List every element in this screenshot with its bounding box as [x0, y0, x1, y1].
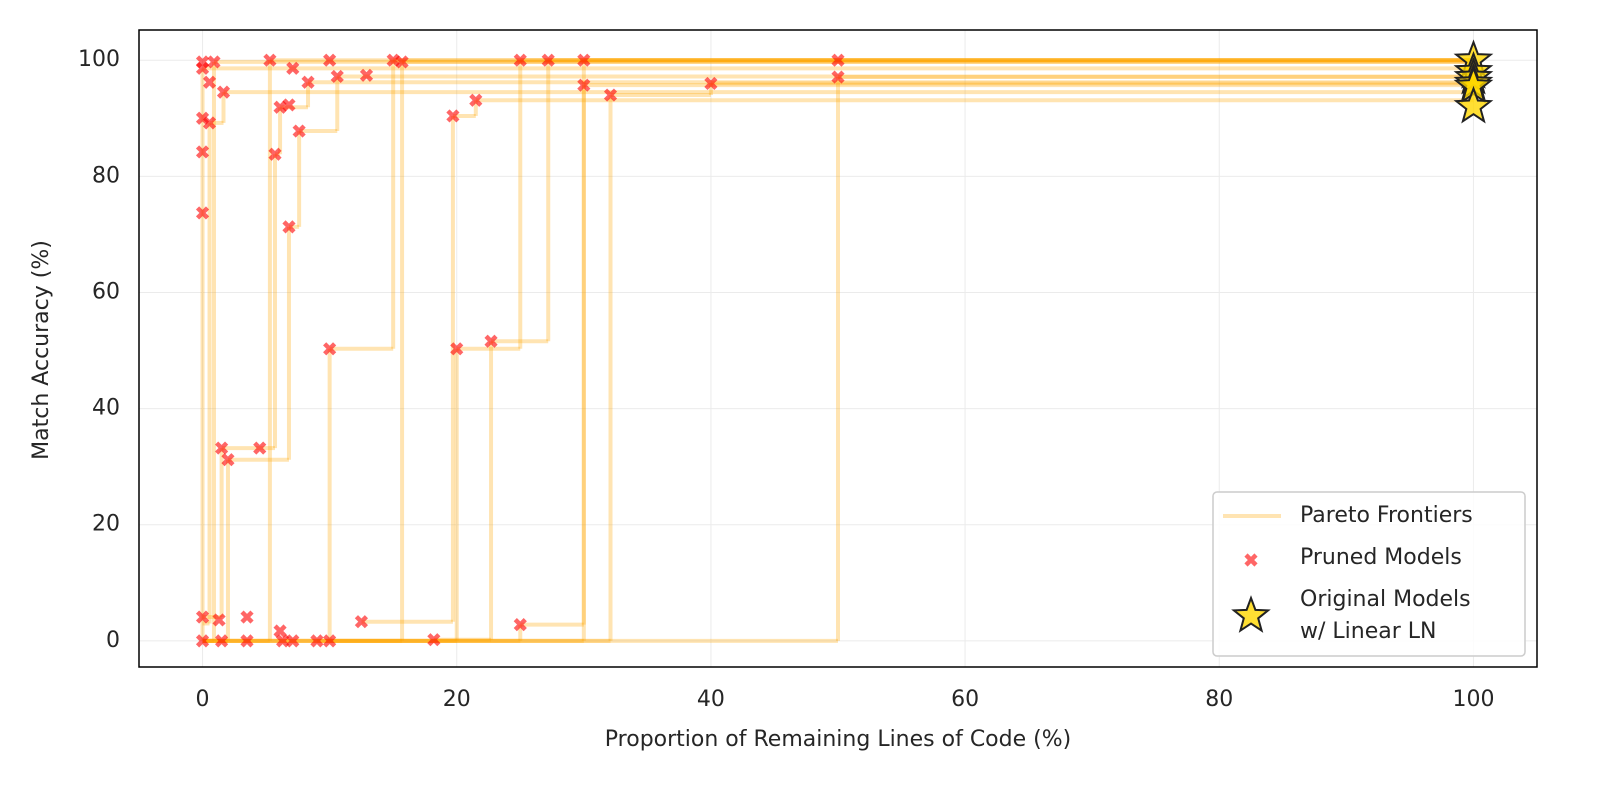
pruned-model-marker	[240, 634, 254, 648]
legend-label: Original Models	[1300, 587, 1471, 612]
pruned-model-marker	[704, 76, 718, 91]
pruned-model-marker	[323, 634, 337, 648]
pruned-model-marker	[395, 55, 409, 69]
y-tick-label: 20	[92, 512, 120, 537]
pruned-model-marker	[216, 85, 231, 99]
y-axis-label: Match Accuracy (%)	[29, 240, 54, 460]
legend: Pareto Frontiers Pruned Models Original Mo…	[1212, 491, 1526, 657]
pruned-model-marker	[330, 69, 344, 84]
pruned-model-marker	[286, 634, 300, 648]
pruned-model-marker	[831, 70, 845, 84]
pruned-model-marker	[831, 53, 845, 67]
pruned-model-marker	[240, 610, 254, 624]
pruned-model-marker	[541, 53, 555, 67]
pruned-model-marker	[513, 53, 527, 67]
legend-swatch	[1244, 553, 1258, 567]
pruned-model-marker	[286, 61, 300, 75]
plot-frame	[138, 29, 1538, 668]
legend-label: Pruned Models	[1300, 545, 1462, 570]
pruned-model-marker	[195, 610, 210, 624]
y-tick-label: 100	[78, 47, 120, 72]
pruned-model-marker	[276, 634, 290, 648]
pruned-model-marker	[195, 55, 210, 69]
pruned-model-marker	[603, 88, 618, 102]
legend-label: w/ Linear LN	[1300, 619, 1436, 644]
pruned-model-marker	[195, 145, 210, 159]
x-tick-label: 0	[196, 687, 210, 712]
pruned-model-marker	[215, 634, 229, 648]
y-tick-label: 0	[106, 628, 120, 653]
legend-frame	[1212, 491, 1526, 657]
x-tick-label: 80	[1205, 687, 1233, 712]
original-model-marker	[1453, 85, 1494, 124]
y-tick-label: 80	[92, 163, 120, 188]
x-tick-label: 20	[443, 687, 471, 712]
y-tick-label: 40	[92, 396, 120, 421]
pruned-model-marker	[221, 453, 235, 467]
x-tick-label: 60	[951, 687, 979, 712]
grid	[139, 30, 1537, 667]
pruned-model-marker	[195, 634, 210, 648]
pruned-model-marker	[273, 624, 287, 638]
pruned-model-marker	[301, 75, 315, 89]
pruned-model-marker	[323, 342, 337, 356]
pruned-model-marker	[427, 633, 441, 647]
pruned-model-marker	[469, 93, 483, 107]
pruned-model-marker	[310, 634, 324, 648]
pruned-model-marker	[577, 53, 591, 67]
pruned-model-marker	[484, 334, 498, 348]
pruned-model-marker	[253, 441, 267, 455]
pruned-model-marker	[215, 441, 229, 455]
pruned-model-marker	[450, 342, 464, 356]
pruned-model-marker	[273, 100, 287, 114]
pruned-model-marker	[263, 53, 277, 67]
x-tick-label: 100	[1452, 687, 1494, 712]
x-axis-label: Proportion of Remaining Lines of Code (%…	[605, 727, 1071, 752]
pruned-model-marker	[354, 615, 368, 629]
legend-label: Pareto Frontiers	[1300, 503, 1473, 528]
pruned-model-marker	[202, 75, 217, 89]
plot	[195, 39, 1494, 648]
x-tick-label: 40	[697, 687, 725, 712]
pruned-model-marker	[446, 109, 460, 123]
pruned-model-marker	[359, 68, 374, 82]
pruned-model-marker	[386, 53, 400, 67]
y-tick-label: 60	[92, 279, 120, 304]
pruned-model-marker	[212, 613, 226, 627]
pruned-model-marker	[292, 124, 306, 138]
pruned-model-marker	[207, 55, 221, 69]
pruned-model-marker	[282, 98, 296, 112]
pruned-model-marker	[202, 116, 217, 130]
pruned-model-marker	[513, 618, 527, 632]
pruned-model-marker	[268, 147, 282, 161]
pruned-model-marker	[323, 53, 337, 67]
pruned-model-marker	[577, 78, 591, 92]
pruned-model-marker	[282, 220, 296, 234]
legend-swatch	[1231, 595, 1271, 633]
pruned-model-marker	[195, 206, 210, 220]
